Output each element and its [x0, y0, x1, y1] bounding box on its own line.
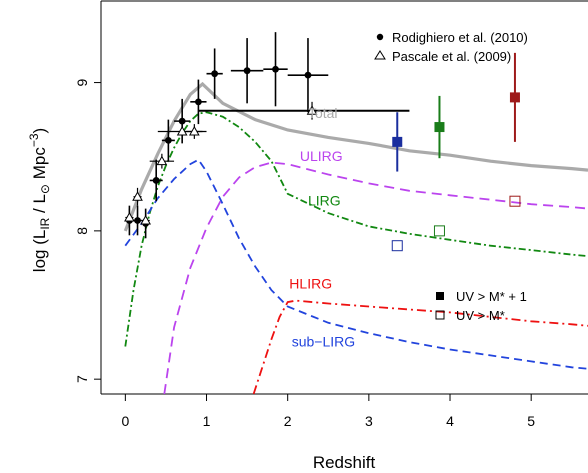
x-tick-label: 1	[203, 413, 211, 429]
rodighiero-point	[211, 70, 219, 78]
curve-lirg	[124, 111, 588, 347]
x-tick-label: 3	[365, 413, 373, 429]
legend-entry-pascale: Pascale et al. (2009)	[392, 49, 511, 64]
rodighiero-point	[134, 217, 141, 224]
legend-filled-square-marker	[436, 292, 444, 300]
x-axis-ticks: 0 1 2 3 4 5	[121, 394, 535, 429]
legend-entry-uv-m: UV > M*	[456, 308, 505, 323]
curve-labels: Total ULIRG LIRG sub−LIRG HLIRG	[289, 105, 355, 349]
legend-top: Rodighiero et al. (2010) Pascale et al. …	[374, 30, 528, 64]
rodighiero-point	[178, 117, 186, 125]
pascale-point	[306, 105, 318, 115]
legend-entry-rodighiero: Rodighiero et al. (2010)	[392, 30, 528, 45]
rodighiero-point	[272, 65, 279, 73]
legend-filled-circle-marker	[376, 33, 384, 41]
curve-sub-lirg	[124, 158, 588, 370]
uv-filled-point	[509, 92, 520, 103]
uv-filled-points	[392, 52, 520, 172]
y-axis-title: log (LIR / L⊙ Mpc−3)	[27, 128, 52, 272]
pascale-point	[188, 125, 200, 136]
y-tick-label: 9	[74, 78, 90, 86]
curve-label-sub-lirg: sub−LIRG	[292, 334, 355, 350]
rodighiero-point	[243, 67, 251, 75]
y-tick-label: 7	[74, 375, 90, 383]
pascale-point	[156, 155, 168, 166]
uv-open-point	[509, 195, 521, 207]
uv-filled-point	[434, 122, 445, 133]
legend-open-square-marker	[435, 310, 445, 320]
rodighiero-point	[152, 177, 160, 184]
legend-bottom: UV > M* + 1 UV > M*	[435, 289, 527, 323]
uv-open-point	[433, 225, 445, 237]
x-tick-label: 4	[446, 413, 454, 429]
uv-filled-point	[392, 136, 403, 147]
x-tick-label: 2	[284, 413, 292, 429]
uv-open-point	[391, 240, 403, 252]
rodighiero-point	[304, 71, 312, 79]
curve-label-ulirg: ULIRG	[300, 148, 343, 164]
plot-frame	[100, 0, 588, 395]
x-tick-label: 0	[121, 413, 129, 429]
curve-hlirg	[252, 299, 588, 394]
rodighiero-point	[164, 137, 172, 144]
curve-total	[123, 81, 588, 232]
pascale-points	[124, 101, 318, 230]
x-tick-label: 5	[527, 413, 535, 429]
uv-open-points	[391, 195, 521, 252]
curve-label-lirg: LIRG	[308, 193, 341, 209]
y-tick-label: 8	[74, 227, 90, 235]
pascale-point	[176, 125, 188, 136]
curve-label-hlirg: HLIRG	[289, 276, 332, 292]
y-axis-ticks: 7 8 9	[74, 78, 101, 383]
curve-label-total: Total	[308, 105, 338, 121]
pascale-point	[140, 214, 151, 225]
legend-entry-uv-m1: UV > M* + 1	[456, 289, 527, 304]
rodighiero-point	[195, 98, 202, 106]
pascale-point	[132, 191, 143, 201]
legend-open-triangle-marker	[374, 50, 386, 60]
curve-ulirg	[163, 161, 588, 394]
x-axis-title: Redshift	[313, 453, 376, 472]
rodighiero-points	[125, 32, 329, 239]
pascale-point	[124, 212, 135, 222]
